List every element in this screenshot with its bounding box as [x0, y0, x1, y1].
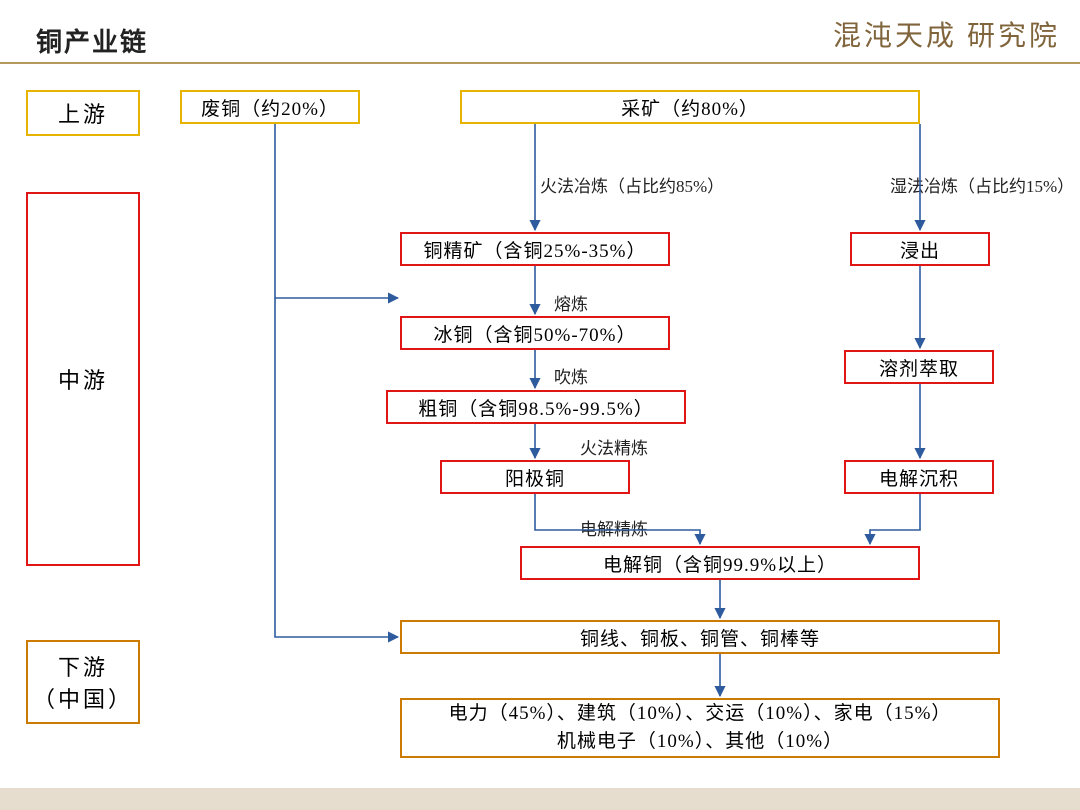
title-underline	[0, 62, 1080, 64]
node-matte: 冰铜（含铜50%-70%）	[400, 316, 670, 350]
node-cathode: 电解铜（含铜99.9%以上）	[520, 546, 920, 580]
node-blister: 粗铜（含铜98.5%-99.5%）	[386, 390, 686, 424]
node-scrap-copper: 废铜（约20%）	[180, 90, 360, 124]
node-electrowinning: 电解沉积	[844, 460, 994, 494]
edge-label-smelt: 熔炼	[554, 290, 588, 315]
stage-downstream: 下游 （中国）	[26, 640, 140, 724]
stage-upstream: 上游	[26, 90, 140, 136]
brand-logo: 混沌天成 研究院	[833, 14, 1060, 54]
node-anode: 阳极铜	[440, 460, 630, 494]
node-mining: 采矿（约80%）	[460, 90, 920, 124]
page-title: 铜产业链	[36, 22, 148, 59]
node-end-use: 电力（45%）、建筑（10%）、交运（10%）、家电（15%） 机械电子（10%…	[400, 698, 1000, 758]
node-leach: 浸出	[850, 232, 990, 266]
edge-label-conv: 吹炼	[554, 363, 588, 388]
edge-label-pyro: 火法冶炼（占比约85%）	[540, 172, 724, 197]
footer-band	[0, 788, 1080, 810]
edge-label-firerf: 火法精炼	[580, 434, 648, 459]
edge-label-elecrf: 电解精炼	[580, 515, 648, 540]
edge-label-hydro: 湿法冶炼（占比约15%）	[890, 172, 1074, 197]
node-solvent-extraction: 溶剂萃取	[844, 350, 994, 384]
node-semi-products: 铜线、铜板、铜管、铜棒等	[400, 620, 1000, 654]
stage-midstream: 中游	[26, 192, 140, 566]
node-concentrate: 铜精矿（含铜25%-35%）	[400, 232, 670, 266]
